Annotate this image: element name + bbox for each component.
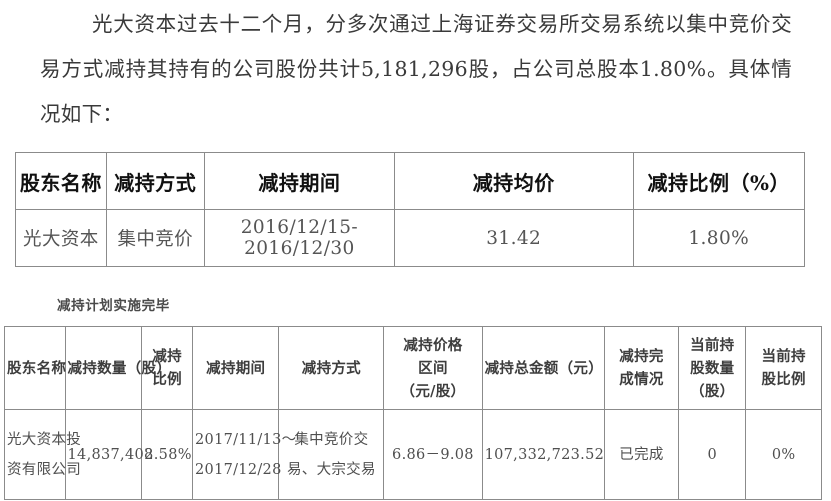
col-header-shareholder-name: 股东名称 <box>15 152 107 210</box>
table-header-row: 股东名称 减持方式 减持期间 减持均价 减持比例（%） <box>15 152 806 210</box>
col-header-reduction-period: 减持期间 <box>192 326 280 410</box>
table-caption-plan-completed: 减持计划实施完毕 <box>57 298 170 314</box>
cell-price-range: 6.86－9.08 <box>383 409 483 500</box>
table-row: 光大资本 集中竞价 2016/12/15-2016/12/30 31.42 1.… <box>15 209 806 267</box>
cell-reduction-ratio: 1.80% <box>632 209 806 267</box>
cell-completion-status: 已完成 <box>603 409 680 500</box>
cell-shareholder-name: 光大资本投 资有限公司 <box>4 409 81 500</box>
cell-reduction-method: 集中竞价 <box>105 209 205 267</box>
cell-reduction-period: 2017/11/13～ 2017/12/28 <box>192 409 296 500</box>
cell-average-price: 31.42 <box>393 209 634 267</box>
col-header-reduction-period: 减持期间 <box>203 152 395 210</box>
col-header-price-range: 减持价格 区间 （元/股） <box>383 326 483 410</box>
col-header-total-amount: 减持总金额（元） <box>481 326 605 410</box>
intro-paragraph: 光大资本过去十二个月，分多次通过上海证券交易所交易系统以集中竞价交易方式减持其持… <box>40 12 792 126</box>
col-header-current-holding-quantity: 当前持 股数量 （股） <box>678 326 747 410</box>
cell-total-amount: 107,332,723.52 <box>481 409 605 500</box>
cell-current-holding-quantity: 0 <box>678 409 747 500</box>
reduction-summary-table: 股东名称 减持方式 减持期间 减持均价 减持比例（%） 光大资本 集中竞价 20… <box>15 152 806 267</box>
cell-current-holding-ratio: 0% <box>745 409 822 500</box>
col-header-reduction-method: 减持方式 <box>278 326 385 410</box>
cell-reduction-quantity: 14,837,408 <box>64 409 153 500</box>
col-header-current-holding-ratio: 当前持 股比例 <box>745 326 822 410</box>
table-row: 光大资本投 资有限公司 14,837,408 2.58% 2017/11/13～ 2… <box>4 409 822 500</box>
col-header-average-price: 减持均价 <box>393 152 634 210</box>
cell-reduction-period: 2016/12/15-2016/12/30 <box>203 209 395 267</box>
col-header-reduction-ratio: 减持 比例 <box>141 326 194 410</box>
col-header-reduction-method: 减持方式 <box>105 152 205 210</box>
cell-reduction-method: 集中竞价交 易、大宗交易 <box>278 409 385 500</box>
table-header-row: 股东名称 减持数量（股） 减持 比例 减持期间 减持方式 减持价格 区间 （元/股） … <box>4 326 822 410</box>
reduction-detail-table: 股东名称 减持数量（股） 减持 比例 减持期间 减持方式 减持价格 区间 （元/股） … <box>4 326 822 500</box>
col-header-completion-status: 减持完 成情况 <box>603 326 680 410</box>
col-header-shareholder-name: 股东名称 <box>4 326 66 410</box>
col-header-reduction-ratio: 减持比例（%） <box>632 152 806 210</box>
cell-reduction-ratio: 2.58% <box>141 409 194 500</box>
col-header-reduction-quantity: 减持数量（股） <box>64 326 171 410</box>
cell-shareholder-name: 光大资本 <box>15 209 107 267</box>
